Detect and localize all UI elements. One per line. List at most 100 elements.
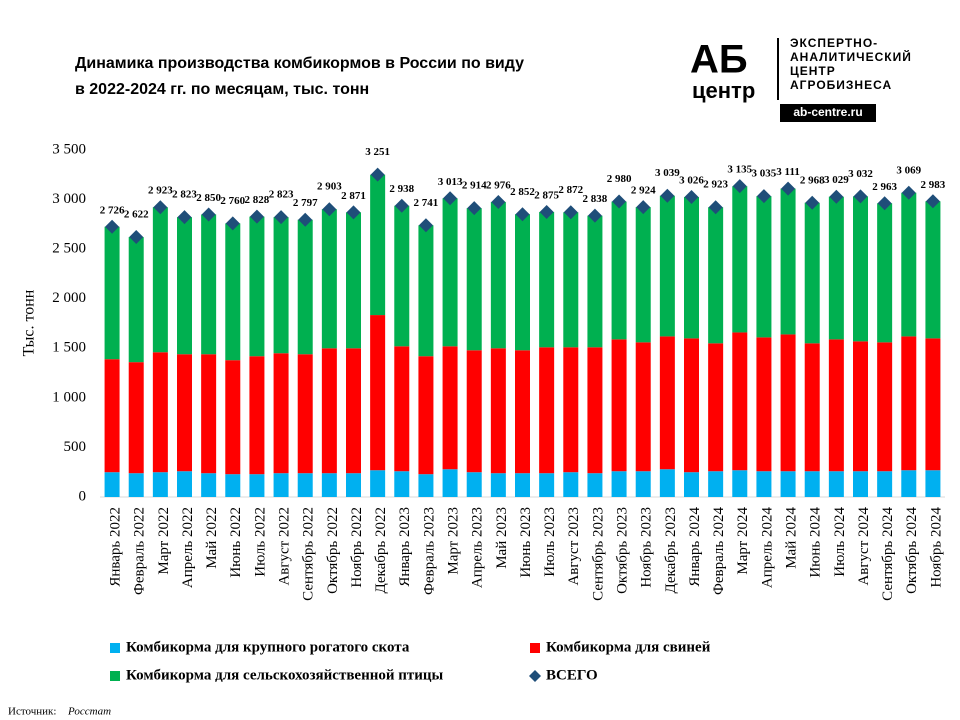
x-tick-label: Октябрь 2023: [615, 507, 631, 594]
y-tick-label: 1 500: [52, 340, 86, 356]
bar-segment: [611, 201, 627, 340]
bar-segment: [490, 348, 506, 474]
total-marker: [201, 207, 216, 222]
bar-segment: [104, 359, 120, 473]
bar-segment: [346, 212, 361, 349]
total-marker: [853, 189, 868, 204]
bar-segment: [659, 336, 675, 470]
x-tick-label: Май 2022: [204, 507, 220, 569]
x-tick-label: Сентябрь 2024: [880, 507, 896, 601]
value-label: 2 872: [558, 184, 583, 196]
bar-segment: [442, 198, 458, 347]
x-tick-label: Октябрь 2022: [325, 507, 341, 594]
bar-segment: [925, 338, 941, 471]
total-marker: [563, 205, 578, 220]
value-label: 2 726: [100, 204, 125, 216]
value-label: 3 032: [848, 168, 873, 180]
logo-text: ЭКСПЕРТНО-: [790, 36, 878, 50]
value-label: 3 039: [655, 167, 680, 179]
total-marker: [129, 230, 144, 245]
bar-segment: [853, 196, 868, 342]
value-label: 2 875: [534, 189, 559, 201]
y-tick-label: 2 000: [52, 290, 86, 306]
y-tick-label: 3 000: [52, 191, 86, 207]
bar-segment: [877, 203, 893, 343]
logo-text: АНАЛИТИЧЕСКИЙ: [790, 49, 912, 64]
bar-segment: [321, 209, 337, 349]
y-tick-label: 3 500: [52, 141, 86, 157]
x-tick-label: Сентябрь 2023: [590, 507, 606, 601]
value-label: 2 976: [486, 179, 511, 191]
bar-segment: [515, 473, 530, 497]
bar-segment: [466, 208, 482, 351]
total-marker: [418, 218, 433, 233]
value-label: 2 823: [172, 189, 197, 201]
bar-segment: [587, 347, 603, 474]
total-marker: [225, 216, 240, 231]
logo-text: АГРОБИЗНЕСА: [790, 78, 892, 92]
bar-segment: [901, 470, 917, 497]
value-label: 2 622: [124, 209, 149, 221]
bar-segment: [370, 315, 386, 471]
total-marker: [829, 189, 844, 204]
bar-segment: [418, 356, 434, 475]
total-marker: [612, 194, 627, 209]
bar-segment: [273, 473, 289, 497]
bar-segment: [684, 338, 699, 473]
value-label: 2 760: [220, 195, 245, 207]
bar-segment: [587, 215, 603, 348]
bar-segment: [659, 469, 675, 497]
bar-segment: [684, 472, 699, 497]
bar-segment: [370, 174, 386, 316]
logo-url-bg: [780, 104, 876, 122]
x-tick-label: Ноябрь 2024: [928, 507, 944, 588]
value-label: 2 924: [631, 185, 656, 197]
value-label: 2 838: [583, 193, 608, 205]
value-label: 3 035: [752, 168, 777, 180]
total-marker: [177, 210, 192, 225]
source-prefix: Источник:: [8, 706, 56, 718]
bar-segment: [563, 347, 579, 473]
bar-segment: [539, 347, 555, 474]
logo-url: ab-centre.ru: [793, 105, 862, 119]
x-tick-label: Июнь 2023: [518, 507, 534, 578]
total-marker: [708, 200, 723, 215]
logo-mark: АБ: [690, 38, 748, 82]
bar-segment: [201, 354, 217, 474]
bar-segment: [490, 201, 506, 349]
bar-segment: [925, 201, 941, 339]
total-marker: [660, 188, 675, 203]
bar-segment: [708, 207, 724, 344]
bar-segment: [756, 337, 772, 472]
logo-sub: центр: [692, 78, 755, 103]
legend-label: Комбикорма для крупного рогатого скота: [126, 639, 410, 655]
bar-segment: [346, 348, 361, 474]
y-tick-label: 0: [79, 488, 87, 504]
value-label: 3 013: [438, 176, 463, 188]
total-marker: [322, 202, 337, 217]
bar-segment: [732, 470, 748, 497]
total-marker: [636, 200, 651, 215]
bar-segment: [225, 223, 241, 361]
bar-segment: [708, 343, 724, 472]
legend-label: Комбикорма для сельскохозяйственной птиц…: [126, 667, 444, 683]
value-label: 2 983: [921, 179, 946, 191]
x-tick-label: Август 2023: [566, 507, 582, 586]
value-label: 2 797: [293, 197, 318, 209]
total-marker: [901, 185, 916, 200]
bar-segment: [177, 354, 192, 472]
value-label: 2 903: [317, 181, 342, 193]
total-marker: [925, 194, 940, 209]
bar-segment: [780, 471, 796, 497]
bar-segment: [321, 348, 337, 474]
bar-segment: [466, 350, 482, 473]
total-marker: [781, 181, 796, 196]
bar-segment: [563, 472, 579, 497]
logo: АБ центр ЭКСПЕРТНО- АНАЛИТИЧЕСКИЙ ЦЕНТР …: [690, 36, 912, 122]
bar-segment: [104, 472, 120, 497]
x-tick-label: Июль 2023: [542, 507, 558, 577]
total-marker: [515, 207, 530, 222]
total-marker: [298, 212, 313, 227]
bar-segment: [684, 196, 699, 339]
